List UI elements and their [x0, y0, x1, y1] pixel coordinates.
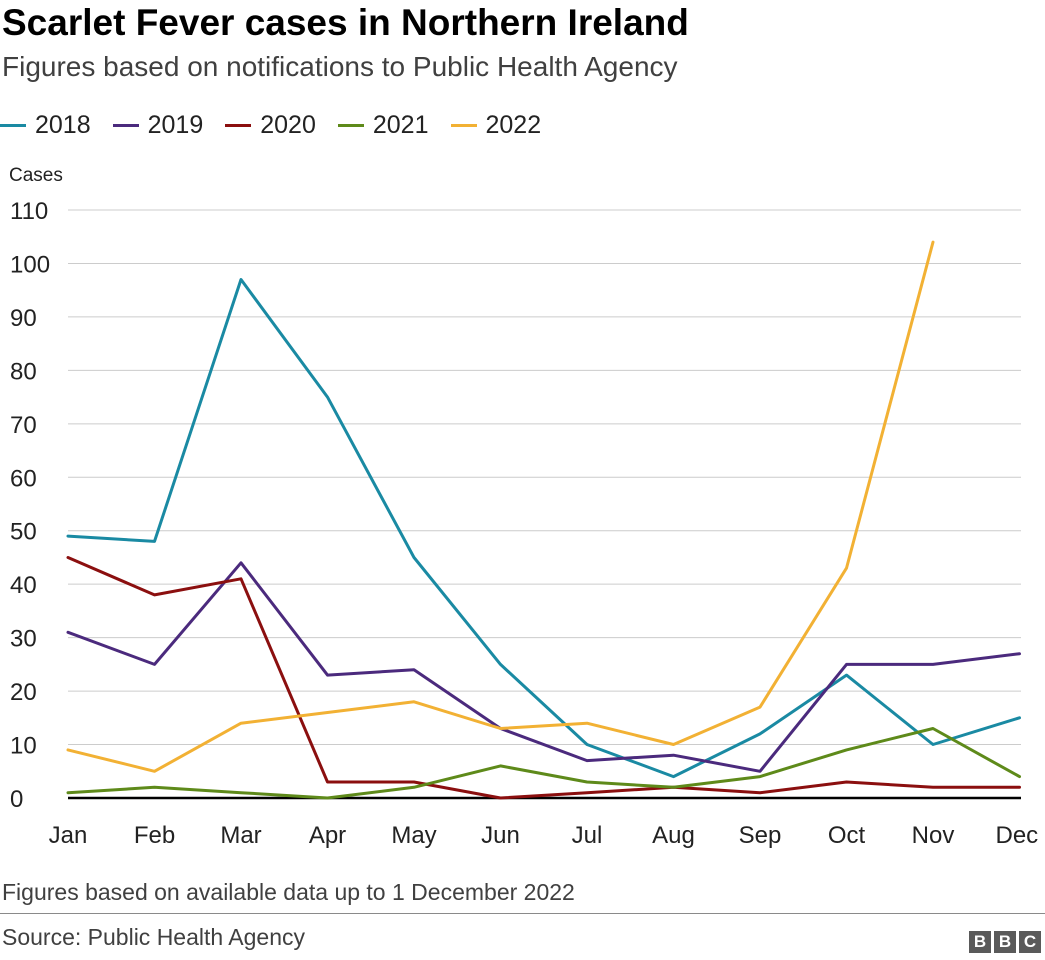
- y-tick-label: 30: [10, 626, 37, 653]
- legend-swatch: [225, 123, 252, 127]
- line-chart: Cases 0 10 20 30 40 50 60 70 80 90 100 110 Jan Feb Mar A…: [9, 165, 1039, 849]
- legend: 2018 2019 2020 2021 2022: [0, 110, 563, 140]
- legend-item-2018: 2018: [0, 111, 91, 140]
- y-tick-label: 60: [10, 465, 37, 492]
- series-line-2022: [66, 240, 935, 773]
- divider: [0, 913, 1045, 914]
- legend-swatch: [112, 123, 139, 127]
- y-tick-label: 10: [10, 733, 37, 760]
- y-tick-label: 40: [10, 572, 37, 599]
- y-tick-label: 100: [10, 251, 50, 278]
- series-line-2020: [66, 556, 1021, 800]
- y-tick-label: 80: [10, 358, 37, 385]
- x-tick-label: Jan: [49, 822, 88, 849]
- legend-swatch: [337, 123, 364, 127]
- x-tick-label: Dec: [996, 822, 1039, 849]
- bbc-logo-letter: B: [969, 931, 991, 953]
- chart-subtitle: Figures based on notifications to Public…: [2, 51, 678, 82]
- x-tick-label: Jul: [572, 822, 603, 849]
- y-tick-label: 0: [10, 786, 23, 813]
- x-tick-label: Sep: [739, 822, 782, 849]
- x-tick-label: May: [391, 822, 436, 849]
- x-tick-label: Mar: [220, 822, 261, 849]
- legend-label: 2019: [147, 110, 204, 139]
- y-tick-label: 20: [10, 679, 37, 706]
- legend-item-2020: 2020: [225, 111, 316, 140]
- source-note: Source: Public Health Agency: [2, 924, 306, 950]
- series-line-2019: [66, 561, 1021, 773]
- bbc-logo-letter: C: [1019, 931, 1041, 953]
- legend-label: 2022: [485, 110, 542, 139]
- legend-label: 2018: [35, 110, 91, 139]
- legend-label: 2020: [260, 110, 316, 139]
- y-axis-label: Cases: [9, 165, 63, 186]
- legend-label: 2021: [372, 110, 429, 139]
- bbc-logo-letter: B: [994, 931, 1016, 953]
- x-tick-label: Apr: [309, 822, 346, 849]
- x-tick-label: Oct: [828, 822, 866, 849]
- y-tick-label: 110: [10, 198, 48, 225]
- y-tick-label: 70: [10, 412, 37, 439]
- legend-item-2022: 2022: [450, 110, 542, 140]
- chart-title: Scarlet Fever cases in Northern Ireland: [2, 2, 689, 43]
- legend-item-2021: 2021: [337, 110, 429, 140]
- x-tick-label: Aug: [652, 822, 695, 849]
- x-tick-label: Nov: [912, 822, 955, 849]
- y-tick-label: 50: [10, 519, 37, 546]
- legend-item-2019: 2019: [112, 110, 204, 140]
- x-tick-label: Jun: [481, 822, 520, 849]
- series-line-2021: [66, 727, 1021, 800]
- legend-swatch: [0, 123, 26, 127]
- bbc-logo: B B C: [966, 931, 1041, 953]
- footnote: Figures based on available data up to 1 …: [2, 879, 575, 905]
- legend-swatch: [450, 123, 477, 127]
- series-line-2018: [66, 278, 1021, 779]
- x-tick-label: Feb: [134, 822, 175, 849]
- y-tick-label: 90: [10, 305, 37, 332]
